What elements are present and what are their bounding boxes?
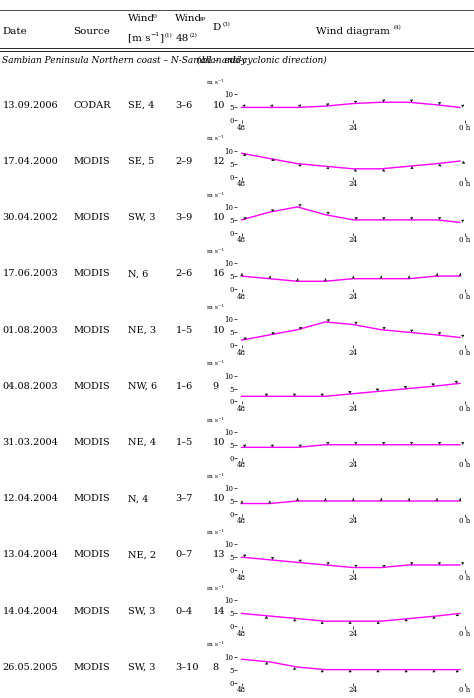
Text: MODIS: MODIS [73, 382, 110, 391]
Text: 17.06.2003: 17.06.2003 [2, 269, 58, 279]
Text: 3–10: 3–10 [176, 663, 199, 672]
Text: 1–5: 1–5 [176, 438, 193, 447]
Text: 10: 10 [213, 438, 225, 447]
Text: 13: 13 [213, 551, 225, 560]
Text: Wind: Wind [128, 15, 155, 24]
Text: m s⁻¹: m s⁻¹ [207, 474, 223, 479]
Text: NW, 6: NW, 6 [128, 382, 157, 391]
Text: (3): (3) [223, 22, 230, 27]
Text: 0–7: 0–7 [176, 551, 193, 560]
Text: Source: Source [73, 27, 110, 36]
Text: MODIS: MODIS [73, 213, 110, 222]
Text: NE, 2: NE, 2 [128, 551, 156, 560]
Text: MODIS: MODIS [73, 663, 110, 672]
Text: ]: ] [159, 34, 163, 43]
Text: 0: 0 [153, 14, 156, 19]
Text: 9: 9 [213, 382, 219, 391]
Text: MODIS: MODIS [73, 269, 110, 279]
Text: 12.04.2004: 12.04.2004 [2, 494, 58, 503]
Text: NE, 3: NE, 3 [128, 325, 156, 334]
Text: 2–9: 2–9 [176, 157, 193, 166]
Text: SE, 4: SE, 4 [128, 101, 155, 110]
Text: D: D [212, 23, 220, 32]
Text: Date: Date [2, 27, 27, 36]
Text: m s⁻¹: m s⁻¹ [207, 362, 223, 366]
Text: 3–9: 3–9 [176, 213, 193, 222]
Text: Sambian Peninsula Northern coast – N-Sambian eddy: Sambian Peninsula Northern coast – N-Sam… [2, 57, 250, 65]
Text: 13.09.2006: 13.09.2006 [2, 101, 58, 110]
Text: MODIS: MODIS [73, 438, 110, 447]
Text: −1: −1 [151, 32, 160, 37]
Text: 10: 10 [213, 213, 225, 222]
Text: CODAR: CODAR [73, 101, 111, 110]
Text: (2): (2) [190, 33, 197, 38]
Text: sp: sp [199, 17, 207, 22]
Text: m s⁻¹: m s⁻¹ [207, 642, 223, 648]
Text: m s⁻¹: m s⁻¹ [207, 530, 223, 535]
Text: Wind: Wind [175, 15, 202, 24]
Text: MODIS: MODIS [73, 607, 110, 616]
Text: NE, 4: NE, 4 [128, 438, 156, 447]
Text: m s⁻¹: m s⁻¹ [207, 80, 223, 85]
Text: N, 6: N, 6 [128, 269, 148, 279]
Text: 0–4: 0–4 [176, 607, 193, 616]
Text: 30.04.2002: 30.04.2002 [2, 213, 58, 222]
Text: 10: 10 [213, 494, 225, 503]
Text: Wind diagram: Wind diagram [316, 27, 390, 36]
Text: 16: 16 [213, 269, 225, 279]
Text: MODIS: MODIS [73, 325, 110, 334]
Text: (1): (1) [165, 33, 173, 38]
Text: N, 4: N, 4 [128, 494, 149, 503]
Text: 2–6: 2–6 [176, 269, 193, 279]
Text: 10: 10 [213, 325, 225, 334]
Text: [m s: [m s [128, 34, 150, 43]
Text: 14.04.2004: 14.04.2004 [2, 607, 58, 616]
Text: 13.04.2004: 13.04.2004 [2, 551, 58, 560]
Text: MODIS: MODIS [73, 494, 110, 503]
Text: 3–6: 3–6 [176, 101, 193, 110]
Text: 3–7: 3–7 [176, 494, 193, 503]
Text: (4): (4) [393, 25, 401, 30]
Text: SE, 5: SE, 5 [128, 157, 155, 166]
Text: MODIS: MODIS [73, 157, 110, 166]
Text: (all – anti-cyclonic direction): (all – anti-cyclonic direction) [197, 56, 327, 66]
Text: m s⁻¹: m s⁻¹ [207, 193, 223, 198]
Text: 12: 12 [213, 157, 225, 166]
Text: 1–6: 1–6 [176, 382, 193, 391]
Text: 31.03.2004: 31.03.2004 [2, 438, 58, 447]
Text: 14: 14 [213, 607, 225, 616]
Text: SW, 3: SW, 3 [128, 213, 156, 222]
Text: SW, 3: SW, 3 [128, 607, 156, 616]
Text: MODIS: MODIS [73, 551, 110, 560]
Text: m s⁻¹: m s⁻¹ [207, 305, 223, 310]
Text: 17.04.2000: 17.04.2000 [2, 157, 58, 166]
Text: m s⁻¹: m s⁻¹ [207, 586, 223, 591]
Text: 04.08.2003: 04.08.2003 [2, 382, 58, 391]
Text: 01.08.2003: 01.08.2003 [2, 325, 58, 334]
Text: m s⁻¹: m s⁻¹ [207, 417, 223, 422]
Text: 48: 48 [175, 34, 189, 43]
Text: m s⁻¹: m s⁻¹ [207, 136, 223, 142]
Text: 10: 10 [213, 101, 225, 110]
Text: SW, 3: SW, 3 [128, 663, 156, 672]
Text: 1–5: 1–5 [176, 325, 193, 334]
Text: 26.05.2005: 26.05.2005 [2, 663, 58, 672]
Text: 8: 8 [213, 663, 219, 672]
Text: m s⁻¹: m s⁻¹ [207, 249, 223, 254]
